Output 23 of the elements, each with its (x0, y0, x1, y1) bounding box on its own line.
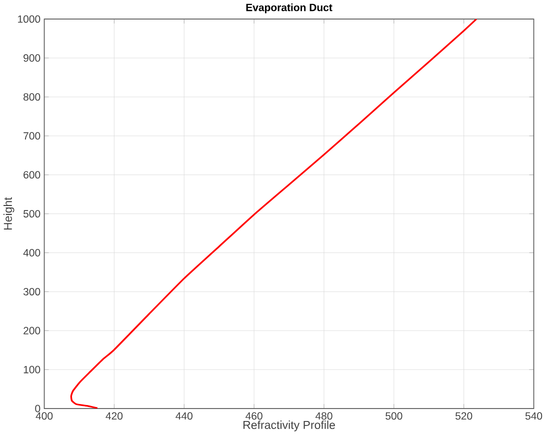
x-tick-label: 480 (315, 412, 332, 420)
y-tick-label: 700 (24, 132, 40, 140)
x-tick-label: 540 (525, 412, 542, 420)
y-axis-title: Height (4, 197, 14, 230)
x-tick-label: 420 (106, 412, 123, 420)
x-tick-label: 460 (246, 412, 262, 420)
x-tick-label: 440 (176, 412, 192, 420)
line-series (70, 19, 478, 409)
x-axis-title: Refractivity Profile (243, 420, 335, 432)
y-tick-label: 300 (23, 288, 40, 296)
y-tick-label: 400 (23, 249, 40, 257)
y-tick-label: 900 (24, 54, 40, 62)
y-tick-label: 1000 (18, 15, 40, 23)
x-tick-label: 400 (36, 412, 53, 420)
y-tick-label: 800 (24, 93, 40, 101)
y-tick-label: 600 (24, 171, 40, 179)
y-tick-label: 100 (24, 366, 40, 374)
x-tick-label: 500 (386, 412, 402, 420)
x-tick-label: 520 (456, 412, 472, 420)
y-tick-label: 200 (24, 327, 40, 334)
y-tick-label: 0 (35, 404, 40, 412)
chart-title: Evaporation Duct (246, 4, 332, 14)
y-tick-label: 500 (24, 210, 40, 218)
